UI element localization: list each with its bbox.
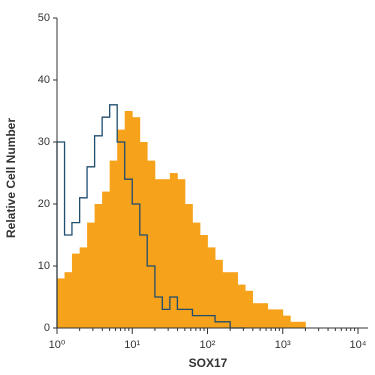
x-axis-label: SOX17 <box>189 356 228 370</box>
histogram-bar <box>169 173 178 328</box>
histogram-bar <box>207 247 216 328</box>
histogram-bar <box>109 160 118 328</box>
x-tick-label: 10⁴ <box>350 339 367 351</box>
histogram-bar <box>252 303 261 328</box>
histogram-bar <box>192 222 201 328</box>
histogram-bar <box>184 204 193 328</box>
histogram-bar <box>237 284 246 328</box>
y-tick-label: 30 <box>38 136 50 148</box>
y-tick-label: 20 <box>38 198 50 210</box>
histogram-bar <box>260 303 269 328</box>
histogram-bar <box>117 129 126 328</box>
x-tick-label: 10² <box>200 339 216 351</box>
histogram-bar <box>230 272 238 328</box>
x-tick-label: 10⁰ <box>49 339 66 351</box>
histogram-bar <box>215 259 223 328</box>
histogram-bar <box>222 272 231 328</box>
histogram-bar <box>124 111 133 328</box>
histogram-bar <box>79 247 88 328</box>
histogram-bar <box>282 315 291 328</box>
y-tick-label: 50 <box>38 12 50 24</box>
x-tick-label: 10³ <box>275 339 291 351</box>
x-tick-label: 10¹ <box>124 339 140 351</box>
y-tick-label: 0 <box>44 322 50 334</box>
histogram-bar <box>71 253 81 328</box>
histogram-bar <box>132 117 141 328</box>
histogram-bar <box>275 309 284 328</box>
histogram-bar <box>267 309 276 328</box>
histogram-bar <box>297 321 306 328</box>
histogram-line <box>56 104 246 329</box>
histogram-bar <box>87 222 96 328</box>
histogram-bar <box>102 191 111 328</box>
histogram-bar <box>94 204 103 328</box>
histogram-bar <box>199 235 208 328</box>
histogram-bar <box>162 179 171 328</box>
histogram-bar <box>245 290 254 328</box>
y-axis-label: Relative Cell Number <box>4 118 18 238</box>
y-tick-label: 10 <box>38 260 50 272</box>
histogram-bar <box>64 272 73 328</box>
histogram-bar <box>154 179 163 328</box>
y-tick-label: 40 <box>38 74 50 86</box>
histogram-bar <box>57 278 65 328</box>
histogram-bar <box>290 321 299 328</box>
histogram-bar <box>147 160 156 328</box>
histogram-bar <box>177 179 186 328</box>
